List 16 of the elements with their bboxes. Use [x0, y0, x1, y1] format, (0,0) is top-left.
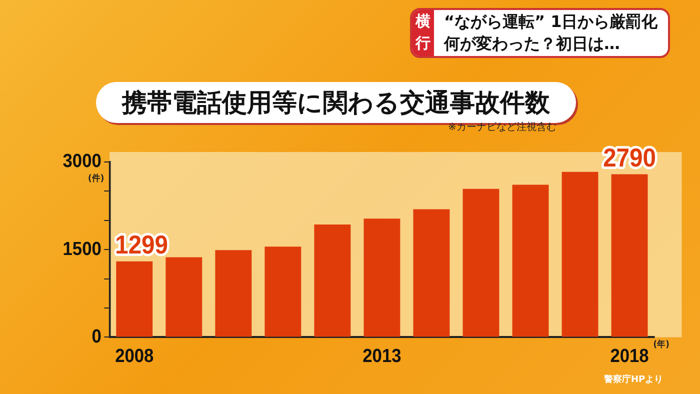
text: 横行 — [412, 10, 434, 56]
x-tick-label: 2018 — [610, 345, 649, 366]
x-tick-label: 2008 — [115, 345, 154, 366]
text: 何が変わった？初日は… — [444, 33, 621, 55]
x-tick-label: 2013 — [362, 345, 402, 366]
data-label: 2790 — [603, 143, 656, 173]
y-tick-label: 3000 — [62, 150, 102, 172]
x-axis-title: (年) — [653, 338, 670, 350]
y-tick-label: 0 — [92, 326, 102, 347]
data-label: 1299 — [115, 230, 168, 260]
text: ※カーナビなど注視含む — [448, 120, 556, 134]
chart-title: 携帯電話使用等に関わる交通事故件数 — [96, 82, 576, 123]
text: “ながら運転” 1日から厳罰化 — [444, 11, 658, 33]
y-axis-title: (件) — [88, 172, 104, 184]
y-tick-label: 1500 — [62, 238, 102, 260]
text: 警察庁HPより — [604, 373, 664, 386]
